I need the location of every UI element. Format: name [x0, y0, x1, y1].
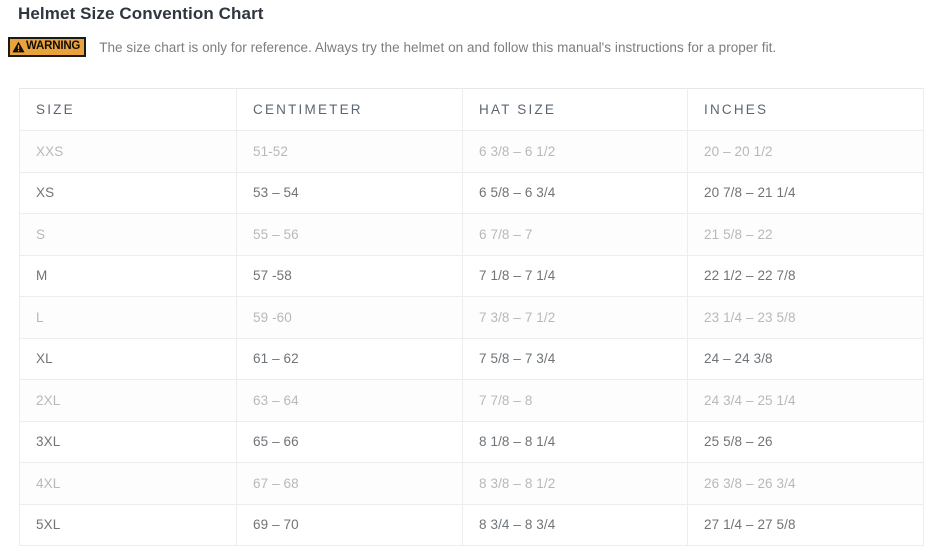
column-header-hat-size: HAT SIZE [462, 88, 688, 131]
table-row: M 57 -58 7 1/8 – 7 1/4 22 1/2 – 22 7/8 [19, 254, 924, 297]
size-chart-table: SIZE CENTIMETER HAT SIZE INCHES XXS 51-5… [19, 88, 924, 546]
cell-size: XL [19, 337, 237, 380]
cell-inches: 24 – 24 3/8 [687, 337, 924, 380]
column-header-size: SIZE [19, 88, 237, 131]
cell-centimeter: 69 – 70 [236, 503, 463, 546]
cell-hat-size: 7 5/8 – 7 3/4 [462, 337, 688, 380]
cell-centimeter: 57 -58 [236, 254, 463, 297]
warning-badge-label: WARNING [26, 40, 81, 53]
cell-size: S [19, 213, 237, 256]
cell-size: 2XL [19, 379, 237, 422]
table-row: 2XL 63 – 64 7 7/8 – 8 24 3/4 – 25 1/4 [19, 379, 924, 422]
cell-size: M [19, 254, 237, 297]
cell-hat-size: 8 3/4 – 8 3/4 [462, 503, 688, 546]
cell-inches: 27 1/4 – 27 5/8 [687, 503, 924, 546]
cell-size: XS [19, 171, 237, 214]
cell-size: 5XL [19, 503, 237, 546]
cell-inches: 25 5/8 – 26 [687, 420, 924, 463]
column-header-centimeter: CENTIMETER [236, 88, 463, 131]
table-header: SIZE CENTIMETER HAT SIZE INCHES [19, 88, 924, 131]
notice-text: The size chart is only for reference. Al… [99, 39, 777, 55]
cell-size: L [19, 296, 237, 339]
warning-notice: WARNING The size chart is only for refer… [8, 37, 776, 57]
cell-inches: 20 – 20 1/2 [687, 130, 924, 173]
cell-centimeter: 67 – 68 [236, 462, 463, 505]
table-row: S 55 – 56 6 7/8 – 7 21 5/8 – 22 [19, 213, 924, 256]
cell-hat-size: 7 7/8 – 8 [462, 379, 688, 422]
table-body: XXS 51-52 6 3/8 – 6 1/2 20 – 20 1/2 XS 5… [19, 130, 924, 546]
cell-hat-size: 6 7/8 – 7 [462, 213, 688, 256]
table-row: XS 53 – 54 6 5/8 – 6 3/4 20 7/8 – 21 1/4 [19, 171, 924, 214]
table-row: 4XL 67 – 68 8 3/8 – 8 1/2 26 3/8 – 26 3/… [19, 462, 924, 505]
cell-inches: 22 1/2 – 22 7/8 [687, 254, 924, 297]
cell-inches: 21 5/8 – 22 [687, 213, 924, 256]
cell-inches: 20 7/8 – 21 1/4 [687, 171, 924, 214]
cell-hat-size: 8 1/8 – 8 1/4 [462, 420, 688, 463]
cell-inches: 23 1/4 – 23 5/8 [687, 296, 924, 339]
table-row: 3XL 65 – 66 8 1/8 – 8 1/4 25 5/8 – 26 [19, 420, 924, 463]
warning-triangle-icon [12, 41, 25, 53]
cell-hat-size: 6 3/8 – 6 1/2 [462, 130, 688, 173]
cell-hat-size: 7 3/8 – 7 1/2 [462, 296, 688, 339]
cell-inches: 26 3/8 – 26 3/4 [687, 462, 924, 505]
table-row: 5XL 69 – 70 8 3/4 – 8 3/4 27 1/4 – 27 5/… [19, 503, 924, 546]
cell-inches: 24 3/4 – 25 1/4 [687, 379, 924, 422]
page-title: Helmet Size Convention Chart [18, 4, 264, 23]
cell-centimeter: 59 -60 [236, 296, 463, 339]
cell-centimeter: 55 – 56 [236, 213, 463, 256]
cell-hat-size: 6 5/8 – 6 3/4 [462, 171, 688, 214]
cell-hat-size: 8 3/8 – 8 1/2 [462, 462, 688, 505]
cell-hat-size: 7 1/8 – 7 1/4 [462, 254, 688, 297]
cell-centimeter: 61 – 62 [236, 337, 463, 380]
cell-centimeter: 65 – 66 [236, 420, 463, 463]
table-header-row: SIZE CENTIMETER HAT SIZE INCHES [19, 88, 924, 131]
cell-centimeter: 63 – 64 [236, 379, 463, 422]
column-header-inches: INCHES [687, 88, 924, 131]
cell-centimeter: 53 – 54 [236, 171, 463, 214]
cell-centimeter: 51-52 [236, 130, 463, 173]
cell-size: 3XL [19, 420, 237, 463]
cell-size: XXS [19, 130, 237, 173]
warning-badge: WARNING [8, 37, 87, 57]
table-row: L 59 -60 7 3/8 – 7 1/2 23 1/4 – 23 5/8 [19, 296, 924, 339]
table-row: XXS 51-52 6 3/8 – 6 1/2 20 – 20 1/2 [19, 130, 924, 173]
cell-size: 4XL [19, 462, 237, 505]
table-row: XL 61 – 62 7 5/8 – 7 3/4 24 – 24 3/8 [19, 337, 924, 380]
